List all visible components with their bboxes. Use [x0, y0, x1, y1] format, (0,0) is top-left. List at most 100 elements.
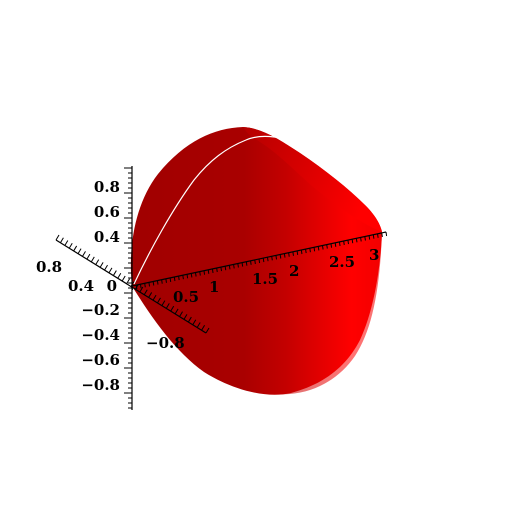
axis-minor-tick	[134, 283, 139, 290]
surface-seam-curve	[133, 135, 286, 285]
axis-minor-tick	[377, 233, 379, 238]
axis-minor-tick	[55, 234, 60, 241]
axis-minor-tick	[196, 322, 201, 328]
axis-minor-tick	[195, 272, 197, 277]
z-tick-label: −0.6	[81, 351, 120, 369]
axis-minor-tick	[317, 246, 320, 251]
z-tick-label: −0.8	[81, 376, 120, 394]
axis-minor-tick	[187, 316, 192, 323]
axis-minor-tick	[174, 308, 179, 315]
axis-minor-tick	[296, 250, 299, 255]
axis-minor-tick	[203, 270, 206, 275]
axis-minor-tick	[165, 278, 167, 283]
axis-minor-tick	[205, 327, 210, 334]
axis-minor-tick	[275, 255, 278, 260]
x-tick-label: 2.5	[329, 253, 355, 271]
z-tick-label: 0.4	[94, 228, 120, 246]
axis-minor-tick	[104, 264, 108, 271]
axis-minor-tick	[343, 240, 345, 246]
x-tick-label: 2	[289, 262, 299, 280]
axis-minor-tick	[64, 240, 69, 246]
z-tick-label: −0.4	[81, 326, 120, 344]
x-tick-label: 0.5	[173, 288, 199, 306]
z-tick-label: 0	[107, 277, 117, 295]
axis-minor-tick	[121, 275, 126, 282]
y-axis-minor-ticks	[55, 234, 210, 334]
axis-minor-tick	[228, 265, 231, 270]
axis-minor-tick	[130, 281, 135, 287]
axis-minor-tick	[300, 249, 303, 255]
axis-minor-tick	[233, 264, 235, 269]
axis-minor-tick	[211, 268, 214, 273]
y-axis-tick-labels: 0.8 0.4 −0.8	[36, 258, 185, 352]
axis-minor-tick	[173, 276, 176, 282]
axis-minor-tick	[360, 237, 362, 242]
axis-minor-tick	[199, 271, 201, 276]
axis-minor-tick	[68, 242, 73, 249]
axis-minor-tick	[347, 240, 349, 245]
axis-minor-tick	[143, 289, 148, 295]
axis-minor-tick	[152, 281, 155, 286]
axis-minor-tick	[338, 241, 341, 246]
surface	[130, 127, 382, 395]
axis-minor-tick	[59, 237, 64, 243]
axis-minor-tick	[288, 252, 290, 257]
z-axis-tick-labels: 0.8 0.6 0.4 0 −0.2 −0.4 −0.6 −0.8	[81, 178, 120, 394]
axis-minor-tick	[279, 254, 282, 259]
axis-minor-tick	[216, 267, 218, 273]
axis-minor-tick	[364, 236, 366, 241]
axis-minor-tick	[126, 278, 131, 285]
axis-minor-tick	[77, 248, 82, 254]
axis-minor-tick	[82, 251, 86, 257]
axis-minor-tick	[283, 253, 286, 258]
axis-minor-tick	[161, 279, 163, 284]
z-tick-label: 0.6	[94, 203, 120, 221]
z-tick-label: 0.8	[94, 178, 120, 196]
axis-minor-tick	[355, 238, 358, 243]
axis-minor-tick	[266, 257, 269, 262]
axis-minor-tick	[381, 232, 383, 237]
axis-minor-tick	[241, 262, 244, 267]
axis-minor-tick	[108, 267, 113, 274]
axis-minor-tick	[152, 294, 157, 301]
x-axis-minor-ticks	[131, 231, 388, 291]
axis-minor-tick	[220, 267, 222, 272]
axis-minor-tick	[186, 274, 189, 279]
axis-minor-tick	[139, 286, 144, 293]
axis-minor-tick	[73, 245, 78, 252]
axis-minor-tick	[86, 253, 91, 260]
axis-minor-tick	[207, 269, 210, 274]
y-tick-label: 0.4	[68, 277, 94, 295]
axes	[55, 166, 388, 410]
axis-minor-tick	[326, 244, 328, 249]
axis-minor-tick	[182, 275, 184, 280]
x-axis-tick-labels: 0.5 1 1.5 2 2.5 3	[173, 246, 379, 306]
axis-minor-tick	[351, 239, 354, 244]
axis-minor-tick	[148, 282, 151, 287]
axis-minor-tick	[112, 270, 117, 276]
axis-minor-tick	[368, 235, 371, 240]
axis-minor-tick	[313, 247, 316, 252]
axis-minor-tick	[237, 263, 239, 268]
axis-minor-tick	[322, 245, 324, 250]
axis-minor-tick	[334, 242, 337, 247]
surface-front-face	[132, 138, 382, 395]
axis-minor-tick	[254, 259, 256, 264]
x-tick-label: 1.5	[252, 270, 278, 288]
axis-minor-tick	[245, 261, 248, 266]
axis-minor-tick	[165, 303, 170, 309]
y-tick-label: 0.8	[36, 258, 62, 276]
axis-minor-tick	[139, 284, 142, 289]
axis-minor-tick	[305, 249, 307, 254]
axis-minor-tick	[131, 285, 134, 291]
x-tick-label: 3	[369, 246, 379, 264]
axis-minor-tick	[292, 251, 294, 256]
axis-minor-tick	[330, 243, 333, 248]
axis-minor-tick	[258, 258, 261, 264]
z-tick-label: −0.2	[81, 301, 120, 319]
axis-minor-tick	[309, 248, 311, 253]
axis-minor-tick	[190, 273, 193, 278]
axis-minor-tick	[192, 319, 197, 326]
z-axis-minor-ticks	[124, 167, 132, 409]
